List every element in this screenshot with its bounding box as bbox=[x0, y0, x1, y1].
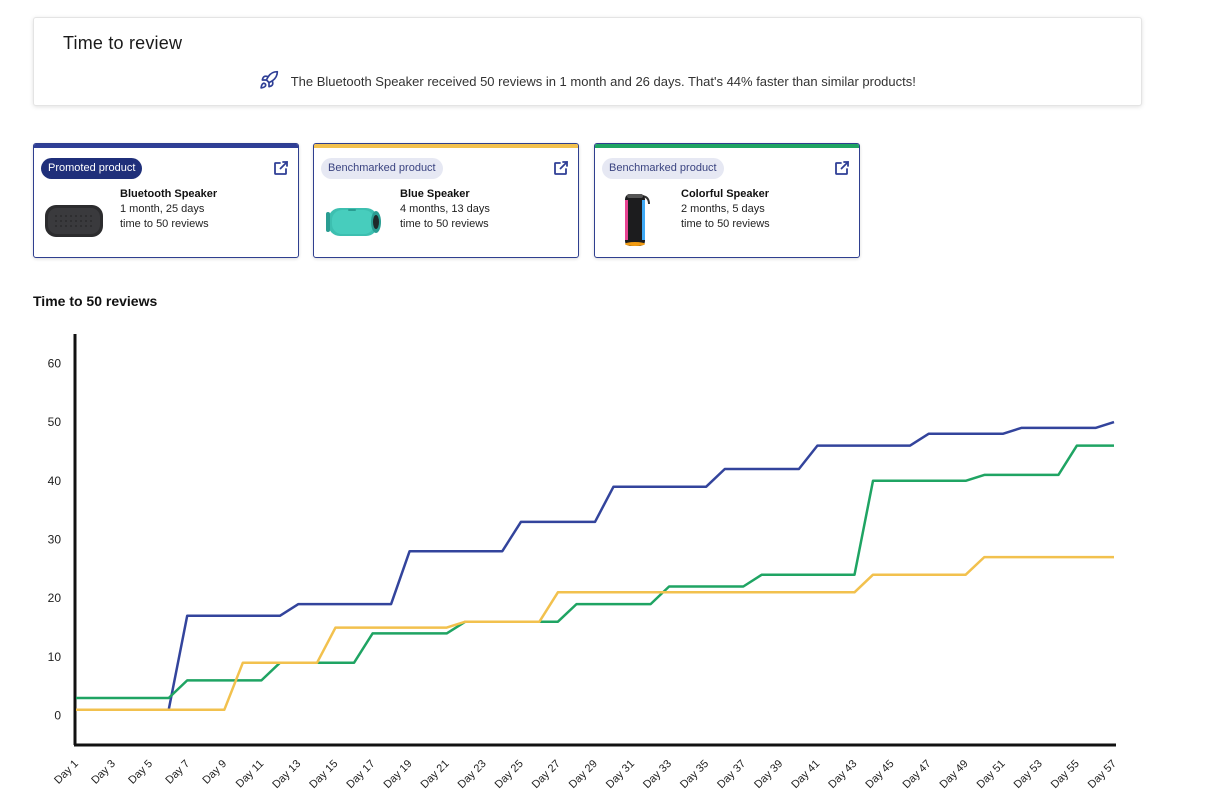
x-tick-label: Day 57 bbox=[1086, 758, 1119, 791]
x-tick-label: Day 55 bbox=[1049, 758, 1082, 791]
x-tick-label: Day 21 bbox=[419, 758, 452, 791]
x-tick-label: Day 31 bbox=[604, 758, 637, 791]
product-subtitle: time to 50 reviews bbox=[400, 218, 489, 230]
chart-title: Time to 50 reviews bbox=[33, 293, 158, 309]
x-tick-label: Day 5 bbox=[126, 758, 155, 787]
product-card-benchmark-blue: Benchmarked product Blue Speaker 4 month… bbox=[313, 143, 579, 258]
x-tick-label: Day 17 bbox=[344, 758, 377, 791]
x-tick-label: Day 39 bbox=[752, 758, 785, 791]
x-tick-label: Day 19 bbox=[381, 758, 414, 791]
series-line-3 bbox=[76, 555, 1114, 712]
series-line-2 bbox=[76, 444, 1114, 700]
x-tick-label: Day 29 bbox=[567, 758, 600, 791]
product-name: Blue Speaker bbox=[400, 188, 470, 200]
x-tick-label: Day 43 bbox=[826, 758, 859, 791]
series-line-1 bbox=[76, 420, 1115, 712]
x-tick-label: Day 51 bbox=[975, 758, 1008, 791]
external-link-icon[interactable] bbox=[834, 160, 850, 176]
y-tick-label: 40 bbox=[48, 474, 62, 488]
y-tick-label: 20 bbox=[48, 591, 62, 605]
y-tick-label: 10 bbox=[48, 650, 62, 664]
product-name: Bluetooth Speaker bbox=[120, 188, 218, 200]
review-message-row: The Bluetooth Speaker received 50 review… bbox=[34, 70, 1141, 93]
card-accent-bar bbox=[595, 144, 859, 148]
x-tick-label: Day 41 bbox=[789, 758, 822, 791]
product-card-promoted: Promoted product Bluetooth Speaker 1 mon… bbox=[33, 143, 299, 258]
review-message: The Bluetooth Speaker received 50 review… bbox=[290, 74, 916, 89]
x-tick-label: Day 7 bbox=[163, 758, 192, 787]
product-card-benchmark-colorful: Benchmarked product Colorful Speaker 2 m… bbox=[594, 143, 860, 258]
y-tick-label: 50 bbox=[48, 415, 62, 429]
product-image-blue-speaker bbox=[326, 208, 381, 236]
review-title: Time to review bbox=[63, 33, 183, 53]
product-duration: 2 months, 5 days bbox=[681, 203, 765, 215]
x-tick-label: Day 9 bbox=[200, 758, 229, 787]
card-accent-bar bbox=[314, 144, 578, 148]
x-tick-label: Day 3 bbox=[89, 758, 118, 787]
card-accent-bar bbox=[34, 144, 298, 148]
x-tick-label: Day 35 bbox=[678, 758, 711, 791]
external-link-icon[interactable] bbox=[553, 160, 569, 176]
product-subtitle: time to 50 reviews bbox=[681, 218, 770, 230]
x-tick-label: Day 13 bbox=[270, 758, 303, 791]
promoted-product-badge: Promoted product bbox=[41, 158, 143, 179]
product-subtitle: time to 50 reviews bbox=[120, 218, 209, 230]
product-duration: 4 months, 13 days bbox=[400, 203, 490, 215]
x-tick-label: Day 23 bbox=[456, 758, 489, 791]
product-image-colorful-speaker bbox=[625, 194, 650, 246]
x-tick-label: Day 25 bbox=[493, 758, 526, 791]
x-tick-label: Day 1 bbox=[52, 758, 81, 787]
product-duration: 1 month, 25 days bbox=[120, 203, 205, 215]
x-tick-label: Day 49 bbox=[938, 758, 971, 791]
x-tick-label: Day 15 bbox=[307, 758, 340, 791]
benchmarked-product-badge: Benchmarked product bbox=[321, 158, 443, 179]
x-tick-label: Day 53 bbox=[1012, 758, 1045, 791]
product-name: Colorful Speaker bbox=[681, 188, 770, 200]
x-tick-label: Day 45 bbox=[863, 758, 896, 791]
x-tick-label: Day 11 bbox=[234, 758, 267, 791]
y-tick-label: 0 bbox=[54, 709, 61, 723]
product-image-bluetooth-speaker bbox=[45, 205, 103, 237]
benchmarked-product-badge: Benchmarked product bbox=[602, 158, 724, 179]
y-tick-label: 30 bbox=[48, 533, 62, 547]
x-tick-label: Day 37 bbox=[715, 758, 748, 791]
x-tick-label: Day 47 bbox=[900, 758, 933, 791]
y-tick-label: 60 bbox=[48, 356, 62, 370]
rocket-icon bbox=[259, 70, 279, 93]
x-tick-label: Day 33 bbox=[641, 758, 674, 791]
time-to-review-card: Time to review The Bluetooth Speaker rec… bbox=[33, 17, 1142, 106]
external-link-icon[interactable] bbox=[273, 160, 289, 176]
x-tick-label: Day 27 bbox=[530, 758, 563, 791]
